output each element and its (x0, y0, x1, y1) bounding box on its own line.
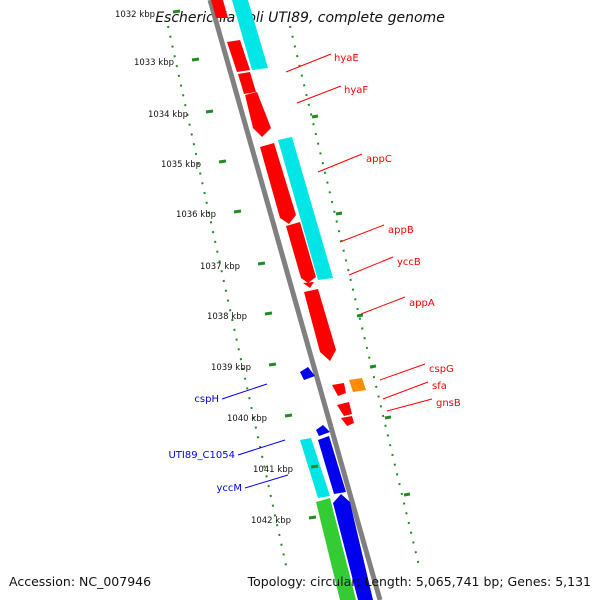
leader-line (221, 383, 268, 400)
cds-feature (341, 416, 354, 426)
green-feature (316, 498, 356, 600)
leader-line (386, 398, 433, 412)
map-title: Escherichia coli UTI89, complete genome (155, 10, 445, 26)
rna-feature (349, 378, 366, 392)
gene-label: appC (366, 154, 392, 165)
gene-label: gnsB (436, 398, 461, 409)
tick-mark (335, 211, 343, 216)
gene-label: yccM (216, 483, 242, 494)
tick-mark (264, 311, 273, 316)
tick-label: 1033 kbp (134, 58, 174, 68)
leader-line (244, 474, 289, 489)
tick-label: 1037 kbp (200, 262, 240, 272)
cds-feature (318, 436, 346, 494)
cds-feature (245, 92, 271, 137)
gene-label: yccB (397, 257, 421, 268)
orf-feature (278, 137, 333, 280)
gene-label: cspH (194, 394, 219, 405)
label-leaders (221, 53, 433, 489)
tick-label: 1034 kbp (148, 110, 188, 120)
cds-feature (300, 367, 315, 380)
leader-line (382, 381, 429, 400)
genome-backbone (207, 0, 383, 600)
tick-mark (284, 413, 293, 418)
gene-label: hyaE (334, 53, 359, 64)
genome-summary: Topology: circular; Length: 5,065,741 bp… (247, 574, 591, 589)
tick-label: 1038 kbp (207, 312, 247, 322)
tick-mark (369, 364, 377, 369)
tick-mark (310, 464, 319, 469)
cds-feature (337, 402, 352, 416)
feature-track (211, 0, 373, 600)
gene-labels: hyaE hyaF appC appB yccB appA cspG sfa gnsB cspH U… (168, 53, 460, 494)
tick-mark (218, 159, 227, 164)
gene-label: hyaF (344, 85, 368, 96)
leader-line (317, 153, 363, 173)
tick-mark (384, 415, 392, 420)
tick-mark (233, 209, 242, 214)
cds-feature (227, 40, 250, 72)
tick-marks: 1032 kbp 1033 kbp 1034 kbp 1035 kbp 1036 kbp… (115, 9, 411, 526)
tick-label: 1036 kbp (176, 210, 216, 220)
orf-feature (232, 0, 268, 70)
leader-line (339, 224, 385, 243)
cds-feature (332, 383, 346, 396)
tick-mark (356, 313, 364, 318)
tick-label: 1042 kbp (251, 516, 291, 526)
cds-feature (303, 282, 314, 288)
tick-mark (191, 57, 200, 62)
accession-text: Accession: NC_007946 (9, 574, 152, 589)
leader-line (237, 439, 286, 456)
leader-line (285, 53, 332, 73)
cds-feature (211, 0, 228, 18)
gene-label: cspG (429, 364, 454, 375)
tick-mark (257, 261, 266, 266)
cds-feature (260, 143, 296, 224)
cds-feature (238, 72, 256, 94)
cds-feature (316, 425, 330, 436)
gene-label: appA (409, 298, 435, 309)
leader-line (296, 85, 342, 104)
gene-label: appB (388, 225, 414, 236)
tick-mark (311, 114, 319, 119)
cds-feature (333, 494, 373, 600)
tick-mark (308, 515, 317, 520)
tick-mark (403, 492, 411, 497)
tick-label: 1032 kbp (115, 10, 155, 20)
tick-label: 1041 kbp (253, 465, 293, 475)
gene-label: sfa (432, 381, 447, 392)
leader-line (348, 256, 394, 276)
tick-mark (172, 9, 181, 14)
tick-label: 1035 kbp (161, 160, 201, 170)
leader-line (379, 363, 426, 381)
tick-label: 1039 kbp (211, 363, 251, 373)
tick-mark (268, 362, 277, 367)
orf-feature (300, 438, 330, 498)
tick-label: 1040 kbp (227, 414, 267, 424)
cds-feature (286, 222, 316, 283)
cds-feature (304, 289, 336, 361)
leader-line (360, 296, 406, 315)
tick-mark (205, 109, 214, 114)
gene-label: UTI89_C1054 (168, 450, 235, 461)
